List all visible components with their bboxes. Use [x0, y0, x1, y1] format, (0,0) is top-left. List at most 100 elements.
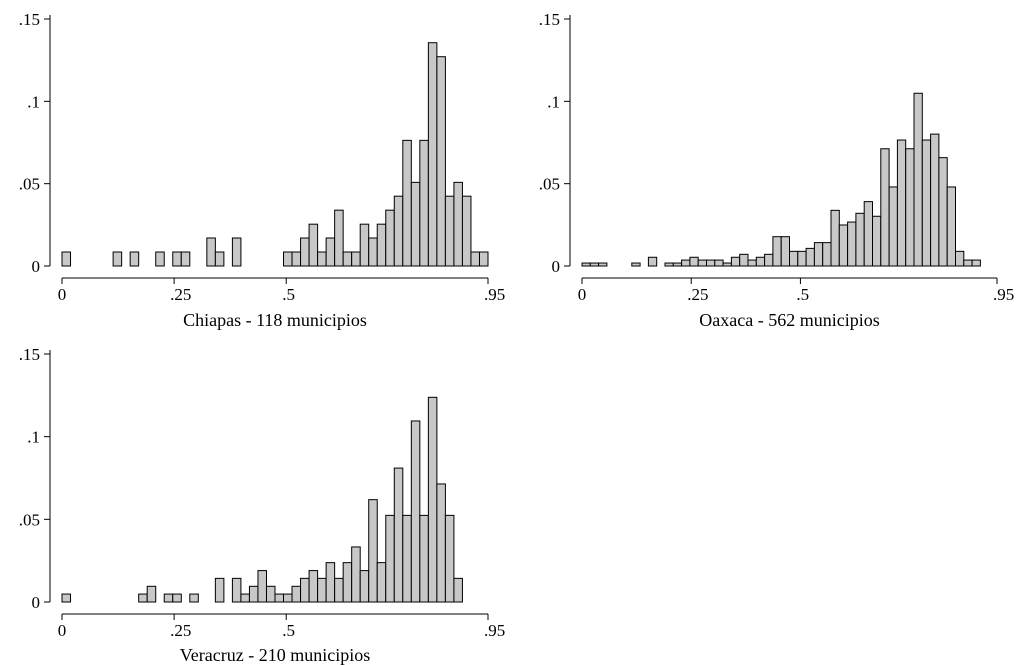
oaxaca-histogram-bar — [764, 253, 774, 267]
oaxaca-histogram-bar — [581, 262, 591, 267]
chiapas-histogram-bar — [444, 195, 455, 267]
oaxaca-histogram-bar — [822, 242, 832, 267]
chiapas-histogram-bar — [436, 56, 446, 267]
oaxaca-y-tick-label: 0 — [552, 257, 561, 276]
veracruz-histogram-bar — [214, 577, 225, 603]
chiapas-histogram-bar — [172, 251, 182, 267]
veracruz-histogram-bar — [444, 514, 455, 603]
chiapas-y-tick-label: .1 — [27, 92, 40, 111]
veracruz-histogram-panel: 0 .05 .1 .15 0 .25 .5 .95 Veracruz - 210 municip… — [19, 345, 506, 665]
oaxaca-histogram-bar — [664, 262, 674, 267]
oaxaca-histogram-bar — [863, 201, 874, 267]
veracruz-histogram-bar — [163, 593, 174, 603]
chiapas-histogram-bar — [368, 237, 378, 267]
oaxaca-x-tick-label: 0 — [578, 285, 587, 304]
chiapas-histogram-bar — [402, 139, 412, 267]
chiapas-histogram-bar — [129, 251, 140, 267]
chiapas-x-tick-label: 0 — [58, 285, 67, 304]
veracruz-histogram-bar — [138, 593, 148, 603]
veracruz-x-axis-title: Veracruz - 210 municipios — [180, 645, 370, 665]
oaxaca-histogram-bar — [905, 148, 915, 267]
veracruz-histogram-bar — [334, 577, 344, 603]
oaxaca-histogram-bar — [797, 250, 807, 267]
veracruz-histogram-bar — [265, 585, 276, 603]
oaxaca-histogram-bar — [830, 209, 840, 267]
chiapas-histogram-bar — [283, 251, 293, 267]
veracruz-histogram-bar — [351, 546, 361, 603]
oaxaca-histogram-bar — [888, 186, 898, 267]
veracruz-x-tick-label: .25 — [170, 621, 191, 640]
oaxaca-histogram-bar — [689, 256, 699, 267]
chiapas-histogram-bar — [393, 195, 404, 267]
chiapas-x-tick-label: .25 — [170, 285, 191, 304]
chiapas-histogram-bar — [385, 209, 395, 267]
chiapas-histogram-bar — [291, 251, 302, 267]
veracruz-histogram-bar — [248, 585, 259, 603]
oaxaca-x-tick-label: .25 — [687, 285, 708, 304]
oaxaca-histogram-bar — [880, 148, 890, 267]
veracruz-histogram-bar — [385, 514, 395, 603]
veracruz-histogram-bar — [317, 577, 327, 603]
chiapas-histogram-bar — [325, 237, 336, 267]
chiapas-histogram-bar — [317, 251, 327, 267]
chiapas-histogram-bar — [359, 223, 370, 267]
oaxaca-histogram-bar — [647, 256, 658, 267]
chiapas-histogram-bar — [300, 237, 310, 267]
oaxaca-histogram-bar — [789, 250, 799, 267]
oaxaca-histogram-bar — [896, 139, 907, 267]
oaxaca-histogram-bar — [963, 259, 973, 267]
veracruz-histogram-bar — [146, 585, 157, 603]
chiapas-histogram-bar — [112, 251, 123, 267]
chiapas-x-axis-title: Chiapas - 118 municipios — [183, 310, 367, 330]
veracruz-y-tick-label: .1 — [27, 428, 40, 447]
oaxaca-histogram-bar — [697, 259, 708, 267]
chiapas-x-tick-label: .95 — [484, 285, 505, 304]
chiapas-x-tick-label: .5 — [282, 285, 295, 304]
veracruz-histogram-bar — [402, 514, 412, 603]
veracruz-histogram-bar — [274, 593, 285, 603]
oaxaca-histogram-bar — [780, 236, 791, 267]
chiapas-histogram-bar — [427, 42, 438, 267]
oaxaca-histogram-bar — [855, 212, 865, 267]
oaxaca-histogram-bar — [946, 186, 957, 267]
chiapas-histogram-bar — [461, 195, 472, 267]
veracruz-x-tick-label: 0 — [58, 621, 67, 640]
oaxaca-x-axis-title: Oaxaca - 562 municipios — [699, 310, 879, 330]
veracruz-histogram-bar — [359, 570, 370, 603]
chiapas-y-tick-label: .15 — [19, 10, 40, 29]
chiapas-histogram-bar — [206, 237, 216, 267]
oaxaca-histogram-bar — [838, 224, 849, 267]
veracruz-histogram-bar — [283, 593, 293, 603]
veracruz-y-tick-label: .05 — [19, 510, 40, 529]
chiapas-histogram-bar — [410, 181, 421, 267]
veracruz-histogram-bar — [240, 593, 250, 603]
chiapas-histogram-panel: 0 .05 .1 .15 0 .25 .5 .95 Chiapas - 118 municipi… — [19, 10, 506, 330]
chiapas-histogram-bar — [155, 251, 165, 267]
veracruz-histogram-bar — [436, 483, 446, 603]
veracruz-y-tick-label: .15 — [19, 345, 40, 364]
veracruz-histogram-bar — [453, 577, 463, 603]
oaxaca-histogram-bar — [681, 259, 691, 267]
veracruz-histogram-bar — [427, 396, 438, 603]
oaxaca-histogram-bar — [805, 247, 815, 267]
oaxaca-histogram-bar — [631, 262, 641, 267]
chiapas-histogram-bar — [308, 223, 319, 267]
chiapas-y-tick-label: 0 — [32, 257, 41, 276]
veracruz-histogram-bar — [300, 577, 310, 603]
oaxaca-histogram-bar — [955, 250, 965, 267]
oaxaca-histogram-bar — [672, 262, 683, 267]
oaxaca-histogram-bar — [722, 262, 732, 267]
veracruz-histogram-bar — [393, 467, 404, 603]
oaxaca-x-tick-label: .95 — [993, 285, 1014, 304]
veracruz-y-tick-label: 0 — [32, 593, 41, 612]
oaxaca-x-tick-label: .5 — [796, 285, 809, 304]
chiapas-histogram-bar — [180, 251, 191, 267]
oaxaca-histogram-bar — [755, 256, 766, 267]
chiapas-histogram-bar — [376, 223, 387, 267]
oaxaca-histogram-panel: 0 .05 .1 .15 0 .25 .5 .95 Oaxaca - 562 municipio… — [539, 10, 1015, 330]
oaxaca-histogram-bar — [739, 253, 749, 267]
oaxaca-histogram-bar — [747, 259, 757, 267]
oaxaca-y-tick-label: .15 — [539, 10, 560, 29]
veracruz-histogram-bar — [410, 420, 421, 603]
